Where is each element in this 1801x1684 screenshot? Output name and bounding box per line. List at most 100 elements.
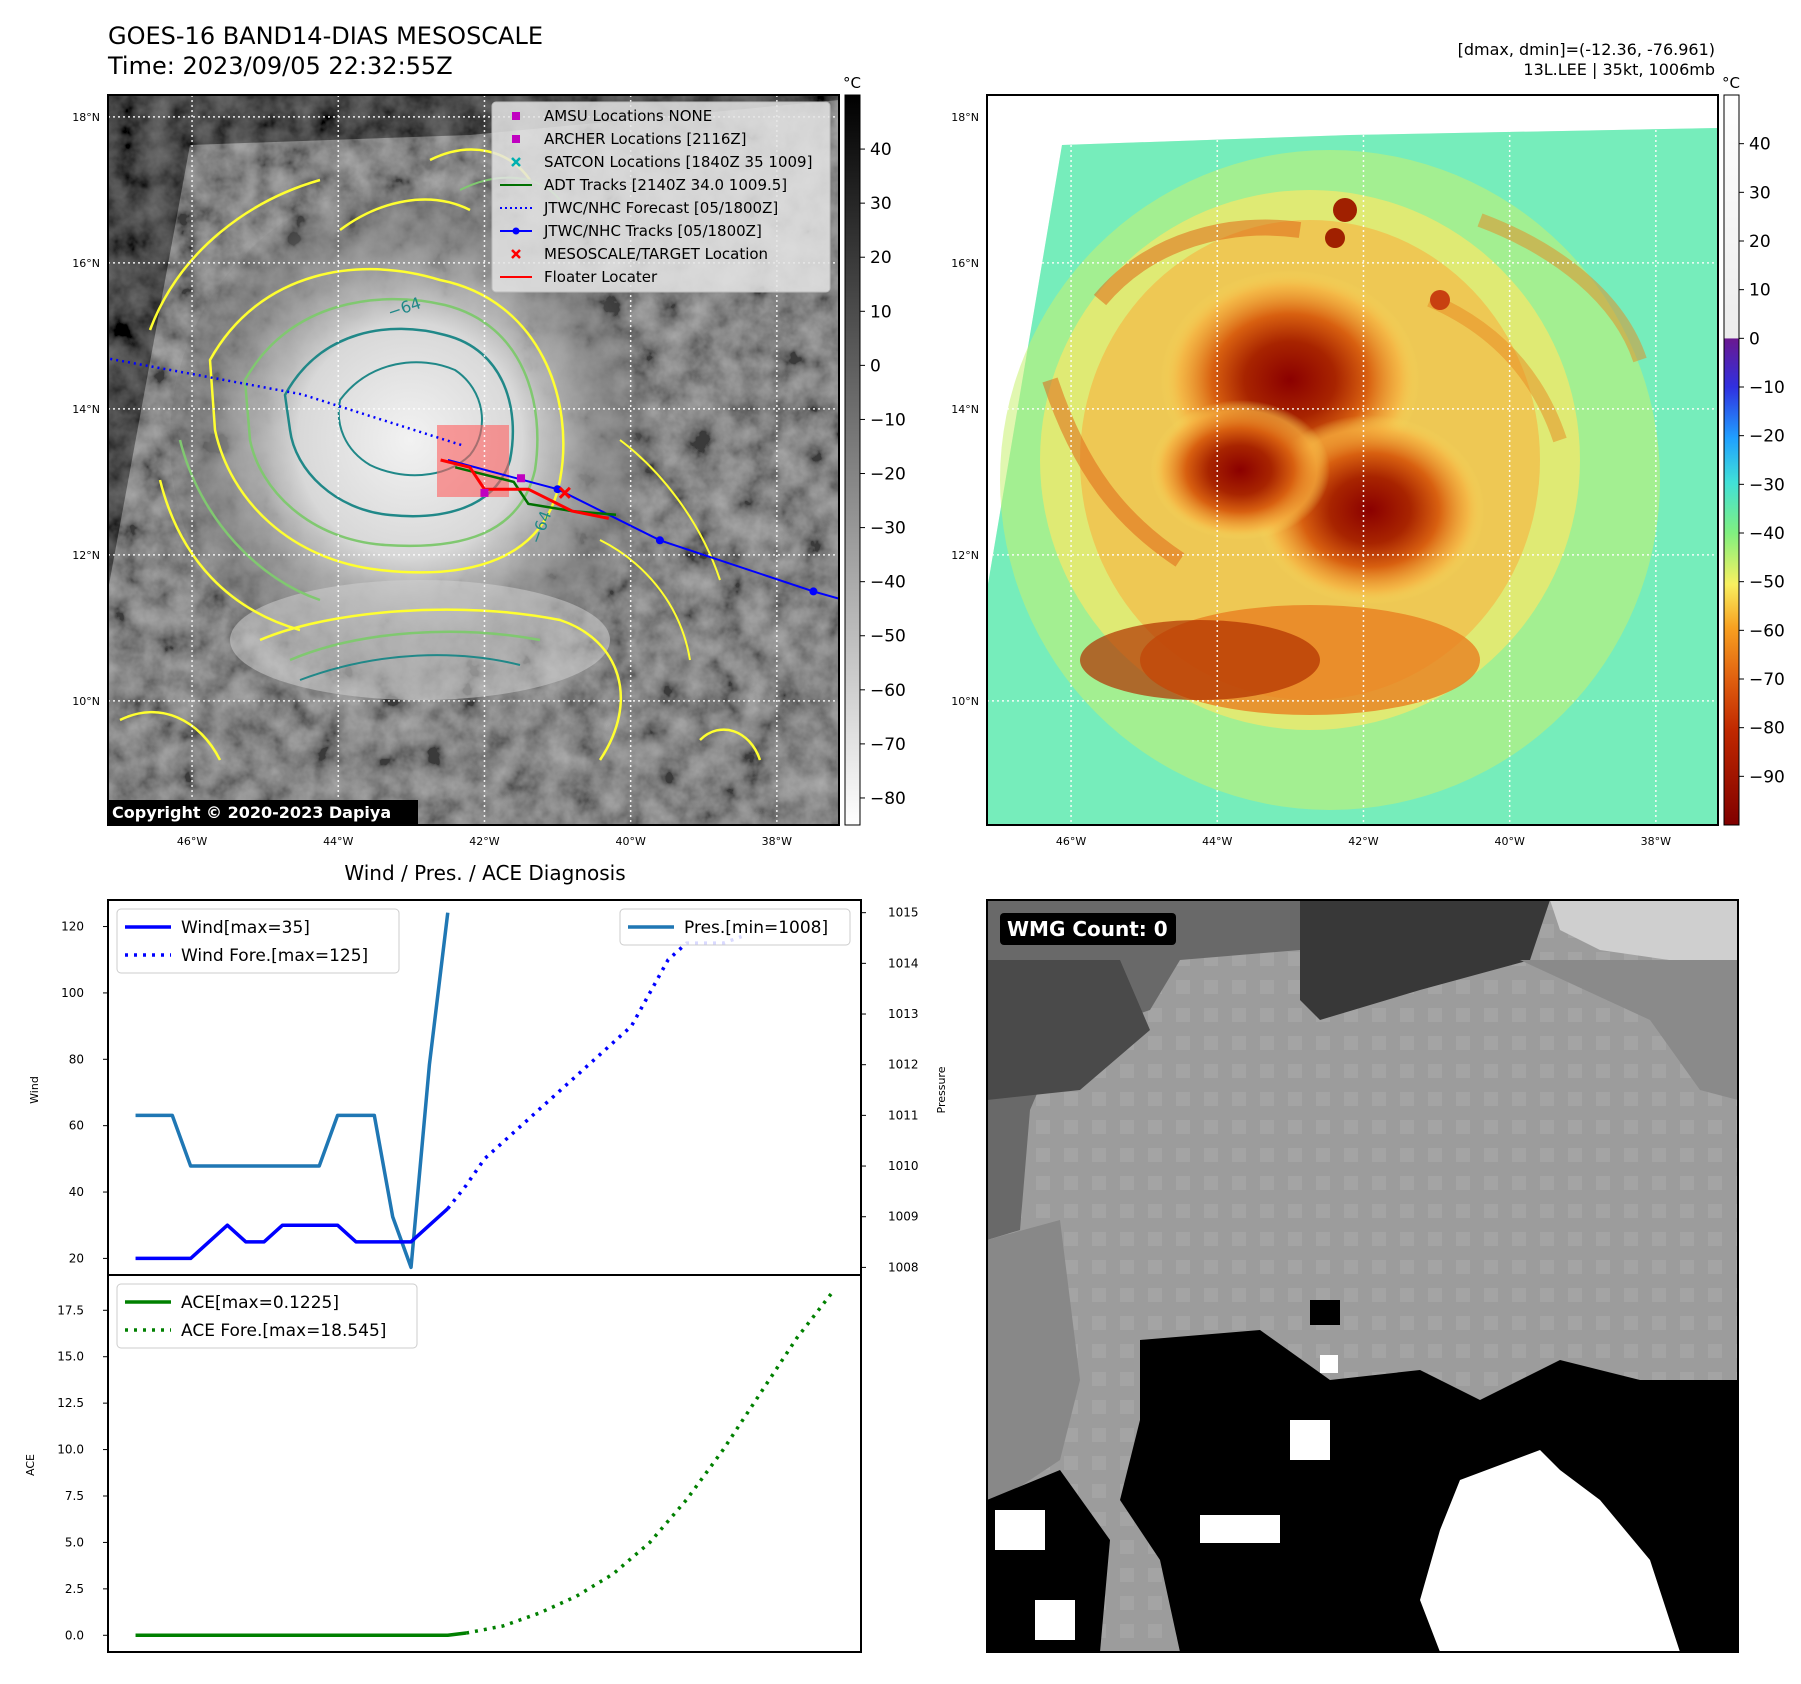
colorbar-gray-unit: °C (843, 74, 861, 92)
colorbar-tick-label: −30 (1749, 475, 1785, 495)
colorbar-tick-label: 40 (870, 140, 892, 160)
lat-tick-label: 16°N (951, 257, 979, 270)
chart-legend-box (619, 908, 851, 946)
colorbar-tick-label: 10 (1749, 281, 1771, 301)
colorbar-tick-label: −60 (870, 681, 906, 701)
colorbar-tick-label: 0 (870, 356, 881, 376)
pressure-series-line (135, 912, 450, 1270)
storm-cloud-gray (170, 180, 670, 700)
legend-label: MESOSCALE/TARGET Location (544, 245, 768, 263)
storm-info: 13L.LEE | 35kt, 1006mb (1523, 60, 1715, 79)
floater-track-line (440, 458, 610, 520)
legend-label: AMSU Locations NONE (544, 107, 712, 125)
colorbar-tick-label: −80 (1749, 719, 1785, 739)
map-color-gridlines (987, 95, 1718, 825)
archer-point (480, 488, 489, 497)
wind-tick-label: 80 (69, 1052, 84, 1066)
ace-axis-label: ACE (24, 1454, 37, 1476)
colorbar-tick-label: 40 (1749, 135, 1771, 155)
colorbar-gray (844, 94, 861, 826)
wind-tick-label: 120 (61, 920, 84, 934)
lat-tick-label: 14°N (951, 403, 979, 416)
wind-tick-label: 100 (61, 986, 84, 1000)
figure-title: GOES-16 BAND14-DIAS MESOSCALE (108, 22, 543, 50)
ace-tick-label: 7.5 (65, 1489, 84, 1503)
temperature-contours (119, 148, 762, 761)
target-point (558, 486, 571, 499)
lon-tick-label: 46°W (1056, 835, 1086, 848)
colorbar-tick-label: −40 (870, 573, 906, 593)
colorbar-tick-label: 20 (870, 248, 892, 268)
colorbar-tick-label: 10 (870, 302, 892, 322)
diagnosis-title: Wind / Pres. / ACE Diagnosis (344, 861, 625, 885)
chart-legend-box (116, 908, 400, 974)
ace-forecast-line (465, 1289, 835, 1635)
legend-marker (512, 112, 520, 120)
colorbar-tick-label: −20 (870, 465, 906, 485)
colorbar-tick-label: 30 (870, 194, 892, 214)
lon-tick-label: 42°W (469, 835, 499, 848)
colorbar-tick-label: −70 (870, 735, 906, 755)
map-color-frame (986, 94, 1719, 826)
chart-legend-label: ACE[max=0.1225] (181, 1293, 339, 1313)
wind-series-line (135, 1207, 449, 1261)
colorbar-gray-ticks: 40 30 20 10 0 −10 −20 −30 −40 −50 −60 −70 −80 (860, 140, 906, 809)
map-color-panel: 18°N 16°N 14°N 12°N 10°N 46°W 44°W 42°W 40°W 38°W… (951, 74, 1785, 848)
colorbar-color-ticks: 40 30 20 10 0 −10 −20 −30 −40 −50 −60 −70 −80 −90 (1739, 135, 1785, 787)
colorbar-tick-label: −80 (870, 789, 906, 809)
legend-label: ARCHER Locations [2116Z] (544, 130, 747, 148)
wmg-count-box (1000, 913, 1176, 945)
ace-tick-label: 17.5 (57, 1303, 84, 1317)
colorbar-tick-label: −40 (1749, 524, 1785, 544)
ace-series-line (135, 1631, 467, 1638)
colorbar-tick-label: −90 (1749, 767, 1785, 787)
colorbar-tick-label: −50 (1749, 573, 1785, 593)
ace-tick-label: 0.0 (65, 1628, 84, 1642)
chart-legend-label: Wind Fore.[max=125] (181, 946, 368, 966)
storm-tracks (108, 357, 839, 600)
chart-legend-label: ACE Fore.[max=18.545] (181, 1321, 386, 1341)
legend-label: SATCON Locations [1840Z 35 1009] (544, 153, 812, 171)
lat-tick-label: 18°N (72, 111, 100, 124)
map-color-axis-labels: 18°N 16°N 14°N 12°N 10°N 46°W 44°W 42°W 40°W 38°W (951, 111, 1671, 848)
colorbar-tick-label: −50 (870, 627, 906, 647)
ace-tick-label: 10.0 (57, 1443, 84, 1457)
chart-legend-label: Wind[max=35] (181, 918, 310, 938)
ace-tick-label: 2.5 (65, 1582, 84, 1596)
lon-tick-label: 44°W (323, 835, 353, 848)
colorbar-tick-label: −20 (1749, 427, 1785, 447)
lon-tick-label: 38°W (1641, 835, 1671, 848)
pressure-tick-label: 1015 (888, 906, 919, 920)
archer-point (517, 474, 526, 483)
pressure-axis-label: Pressure (935, 1066, 948, 1113)
colorbar-tick-label: −10 (1749, 378, 1785, 398)
wmg-frame (986, 899, 1739, 1653)
pressure-tick-label: 1013 (888, 1007, 919, 1021)
colorbar-tick-label: −10 (870, 410, 906, 430)
map-grayscale-frame (107, 94, 840, 826)
pressure-tick-label: 1010 (888, 1159, 919, 1173)
wmg-white-region (1420, 1450, 1680, 1652)
lat-tick-label: 14°N (72, 403, 100, 416)
lat-tick-label: 10°N (951, 695, 979, 708)
legend-label: ADT Tracks [2140Z 34.0 1009.5] (544, 176, 787, 194)
lat-tick-label: 16°N (72, 257, 100, 270)
lon-tick-label: 38°W (762, 835, 792, 848)
wind-tick-label: 20 (69, 1251, 84, 1265)
copyright-box (108, 800, 418, 824)
wmg-count-label: WMG Count: 0 (1007, 917, 1168, 941)
legend-marker (512, 135, 520, 143)
wind-pressure-chart: 20 40 60 80 100 120 1008 1009 1010 1011 1012 1013 10… (28, 899, 948, 1276)
lat-tick-label: 12°N (951, 549, 979, 562)
wind-tick-label: 40 (69, 1185, 84, 1199)
adt-track-line (454, 466, 617, 516)
pressure-tick-label: 1009 (888, 1210, 919, 1224)
legend-label: JTWC/NHC Tracks [05/1800Z] (543, 222, 762, 240)
lon-tick-label: 42°W (1348, 835, 1378, 848)
dmax-dmin-info: [dmax, dmin]=(-12.36, -76.961) (1458, 40, 1715, 59)
chart-legend-box (116, 1283, 418, 1349)
legend-marker (511, 157, 521, 167)
chart-legend-label: Pres.[min=1008] (684, 918, 828, 938)
pressure-tick-label: 1012 (888, 1058, 919, 1072)
colorbar-tick-label: 20 (1749, 232, 1771, 252)
